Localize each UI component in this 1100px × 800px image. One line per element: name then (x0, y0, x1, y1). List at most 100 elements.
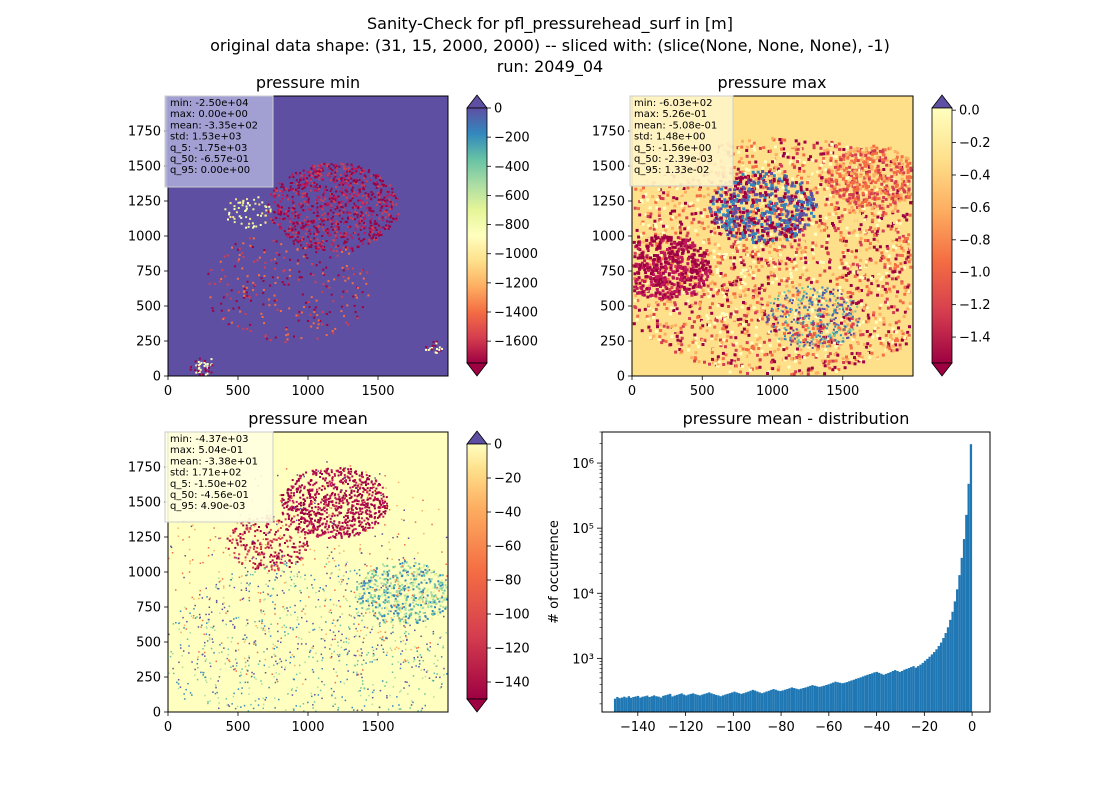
heatmap-cell (720, 220, 724, 224)
heatmap-cell (693, 292, 697, 296)
heatmap-cell (740, 238, 744, 242)
heatmap-cell (708, 265, 712, 269)
heatmap-cell (242, 242, 245, 245)
heatmap-cell (755, 198, 759, 202)
heatmap-cell (875, 248, 879, 252)
heatmap-cell (343, 177, 346, 180)
heatmap-cell (686, 226, 690, 230)
heatmap-cell (721, 274, 725, 278)
heatmap-cell (850, 310, 854, 314)
heatmap-cell (802, 153, 806, 157)
heatmap-cell (797, 199, 801, 203)
heatmap-cell (341, 206, 344, 209)
heatmap-cell (381, 183, 384, 186)
heatmap-cell (726, 334, 730, 338)
heatmap-cell (660, 341, 664, 345)
heatmap-cell (810, 194, 814, 198)
heatmap-cell (318, 218, 321, 221)
heatmap-cell (890, 349, 894, 353)
heatmap-cell (756, 185, 760, 189)
y-tick-label: 250 (136, 335, 161, 350)
heatmap-cell (684, 190, 687, 194)
heatmap-cell (713, 252, 716, 256)
heatmap-cell (702, 283, 706, 287)
heatmap-cell (351, 168, 354, 171)
heatmap-cell (685, 247, 689, 251)
heatmap-cell (741, 364, 744, 368)
heatmap-cell (844, 332, 848, 336)
heatmap-cell (823, 184, 827, 188)
heatmap-cell (900, 246, 904, 250)
heatmap-cell (786, 152, 789, 156)
heatmap-cell (802, 220, 806, 224)
heatmap-cell (328, 234, 331, 237)
heatmap-cell (856, 149, 860, 153)
heatmap-cell (309, 179, 312, 182)
heatmap-cell (273, 192, 276, 195)
heatmap-cell (727, 211, 731, 215)
heatmap-cell (810, 205, 814, 209)
heatmap-cell (837, 208, 841, 212)
heatmap-cell (778, 169, 781, 173)
heatmap-cell (726, 298, 729, 302)
heatmap-cell (382, 180, 384, 182)
heatmap-cell (736, 318, 740, 322)
heatmap-cell (858, 210, 862, 214)
heatmap-cell (806, 363, 809, 367)
heatmap-cell (693, 244, 697, 248)
heatmap-cell (878, 245, 882, 249)
heatmap-cell (747, 333, 751, 337)
heatmap-cell (822, 360, 826, 364)
heatmap-cell (796, 201, 799, 205)
heatmap-cell (734, 336, 738, 340)
heatmap-cell (885, 348, 889, 352)
heatmap-cell (294, 228, 297, 231)
heatmap-cell (763, 288, 766, 292)
heatmap-cell (334, 231, 337, 234)
heatmap-cell (663, 254, 667, 258)
heatmap-cell (901, 336, 905, 340)
heatmap-cell (199, 363, 202, 366)
heatmap-cell (893, 221, 896, 225)
heatmap-cell (658, 296, 662, 300)
heatmap-cell (765, 322, 769, 326)
heatmap-cell (875, 223, 879, 227)
heatmap-cell (676, 236, 680, 240)
heatmap-cell (879, 277, 883, 281)
heatmap-cell (326, 324, 329, 326)
heatmap-cell (862, 209, 866, 213)
heatmap-cell (731, 273, 735, 277)
heatmap-cell (669, 264, 673, 267)
heatmap-cell (663, 228, 667, 232)
heatmap-cell (641, 293, 645, 297)
heatmap-cell (700, 320, 704, 324)
heatmap-cell (815, 341, 819, 344)
heatmap-cell (357, 207, 360, 210)
heatmap-cell (793, 359, 797, 363)
heatmap-cell (889, 160, 893, 164)
panel-title: pressure max (717, 73, 826, 92)
heatmap-cell (835, 145, 838, 149)
heatmap-cell (316, 247, 319, 250)
heatmap-cell (736, 237, 740, 241)
heatmap-cell (669, 300, 673, 304)
heatmap-cell (888, 267, 892, 271)
heatmap-cell (775, 188, 779, 192)
heatmap-cell (682, 290, 686, 294)
heatmap-cell (726, 233, 730, 237)
heatmap-cell (804, 213, 808, 217)
heatmap-cell (286, 212, 289, 215)
y-tick-label: 0 (153, 370, 161, 385)
heatmap-cell (673, 306, 677, 310)
heatmap-cell (732, 300, 736, 304)
heatmap-cell (211, 307, 214, 310)
heatmap-cell (800, 176, 803, 180)
heatmap-cell (330, 226, 333, 229)
heatmap-cell (334, 198, 337, 201)
heatmap-cell (647, 234, 650, 237)
heatmap-cell (780, 231, 784, 234)
heatmap-cell (330, 206, 333, 209)
heatmap-cell (760, 150, 764, 154)
heatmap-cell (353, 213, 356, 216)
heatmap-cell (346, 267, 349, 270)
